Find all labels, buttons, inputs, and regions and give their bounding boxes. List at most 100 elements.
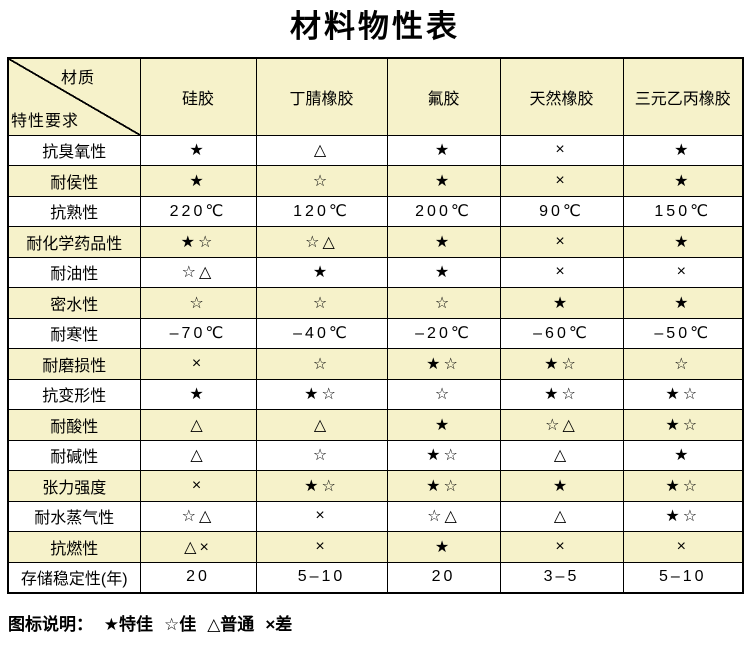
table-cell: 20 xyxy=(139,561,257,594)
row-label: 耐寒性 xyxy=(7,317,141,350)
table-row: 耐水蒸气性 ☆△ × ☆△ △ ★☆ xyxy=(7,500,744,533)
row-label: 耐碱性 xyxy=(7,439,141,472)
material-properties-table: 材质 特性要求 硅胶 丁腈橡胶 氟胶 天然橡胶 三元乙丙橡胶 抗臭氧性 ★ △ ★ × ★ 耐侯性 ★… xyxy=(7,57,744,594)
table-cell: × xyxy=(499,531,624,563)
table-cell: × xyxy=(622,531,744,563)
corner-label-property: 特性要求 xyxy=(11,112,80,130)
table-cell: ★ xyxy=(386,531,501,563)
table-cell: ★☆ xyxy=(622,470,744,502)
table-row: 抗熟性 220℃ 120℃ 200℃ 90℃ 150℃ xyxy=(7,195,744,228)
table-cell: 220℃ xyxy=(139,195,257,228)
table-cell: ☆ xyxy=(255,165,388,197)
corner-cell: 材质 特性要求 xyxy=(7,57,141,136)
table-cell: ★☆ xyxy=(255,378,388,411)
table-cell: –70℃ xyxy=(139,317,257,350)
table-cell: × xyxy=(622,256,744,289)
table-cell: ★ xyxy=(622,287,744,319)
table-cell: ★ xyxy=(499,470,624,502)
table-cell: ☆ xyxy=(386,378,501,411)
table-cell: ☆ xyxy=(255,348,388,380)
table-row: 耐化学药品性 ★☆ ☆△ ★ × ★ xyxy=(7,226,744,258)
corner-label-material: 材质 xyxy=(61,70,96,88)
column-header: 丁腈橡胶 xyxy=(255,57,388,136)
table-cell: ★☆ xyxy=(499,348,624,380)
row-label: 抗变形性 xyxy=(7,378,141,411)
table-cell: ☆△ xyxy=(139,500,257,533)
table-cell: –20℃ xyxy=(386,317,501,350)
column-header: 三元乙丙橡胶 xyxy=(622,57,744,136)
table-cell: ★ xyxy=(139,378,257,411)
table-cell: 3–5 xyxy=(499,561,624,594)
table-cell: × xyxy=(139,470,257,502)
table-row: 张力强度 × ★☆ ★☆ ★ ★☆ xyxy=(7,470,744,502)
table-cell: × xyxy=(139,348,257,380)
row-label: 耐磨损性 xyxy=(7,348,141,380)
table-cell: ★ xyxy=(622,134,744,167)
table-cell: ★☆ xyxy=(139,226,257,258)
table-cell: ☆ xyxy=(139,287,257,319)
table-cell: ★ xyxy=(622,165,744,197)
table-cell: ★ xyxy=(139,165,257,197)
table-cell: ★☆ xyxy=(622,500,744,533)
table-cell: ★☆ xyxy=(386,470,501,502)
table-cell: △ xyxy=(499,439,624,472)
legend-item: ★特佳 xyxy=(103,614,153,634)
table-row: 抗燃性 △× × ★ × × xyxy=(7,531,744,563)
table-cell: ★☆ xyxy=(622,409,744,441)
table-cell: × xyxy=(255,531,388,563)
table-cell: ★☆ xyxy=(386,348,501,380)
legend-item: △普通 xyxy=(207,614,255,634)
table-row: 耐酸性 △ △ ★ ☆△ ★☆ xyxy=(7,409,744,441)
page-title: 材料物性表 xyxy=(290,9,460,44)
table-cell: 120℃ xyxy=(255,195,388,228)
table-cell: ☆ xyxy=(386,287,501,319)
table-cell: –40℃ xyxy=(255,317,388,350)
table-cell: ★ xyxy=(386,226,501,258)
legend-item: ×差 xyxy=(265,614,293,634)
row-label: 抗燃性 xyxy=(7,531,141,563)
table-cell: △ xyxy=(139,409,257,441)
table-row: 耐侯性 ★ ☆ ★ × ★ xyxy=(7,165,744,197)
legend-item: ☆佳 xyxy=(163,614,197,634)
legend-title: 图标说明： xyxy=(8,614,93,634)
table-cell: ☆△ xyxy=(255,226,388,258)
table-cell: ★ xyxy=(255,256,388,289)
table-cell: ☆△ xyxy=(386,500,501,533)
row-label: 密水性 xyxy=(7,287,141,319)
row-label: 耐水蒸气性 xyxy=(7,500,141,533)
column-header: 硅胶 xyxy=(139,57,257,136)
table-cell: ☆ xyxy=(622,348,744,380)
table-cell: × xyxy=(499,226,624,258)
table-cell: –60℃ xyxy=(499,317,624,350)
row-label: 耐酸性 xyxy=(7,409,141,441)
table-cell: ★ xyxy=(386,256,501,289)
row-label: 抗熟性 xyxy=(7,195,141,228)
table-cell: ★☆ xyxy=(255,470,388,502)
table-cell: –50℃ xyxy=(622,317,744,350)
column-header: 氟胶 xyxy=(386,57,501,136)
row-label: 张力强度 xyxy=(7,470,141,502)
table-cell: ★ xyxy=(386,409,501,441)
table-cell: ☆ xyxy=(255,439,388,472)
column-header: 天然橡胶 xyxy=(499,57,624,136)
table-cell: 5–10 xyxy=(255,561,388,594)
table-cell: 5–10 xyxy=(622,561,744,594)
table-cell: ★☆ xyxy=(386,439,501,472)
table-row: 耐油性 ☆△ ★ ★ × × xyxy=(7,256,744,289)
table-cell: ★ xyxy=(622,439,744,472)
table-cell: 200℃ xyxy=(386,195,501,228)
table-cell: × xyxy=(499,165,624,197)
table-cell: × xyxy=(255,500,388,533)
table-cell: △ xyxy=(139,439,257,472)
table-cell: × xyxy=(499,256,624,289)
table-cell: 90℃ xyxy=(499,195,624,228)
table-cell: ★☆ xyxy=(622,378,744,411)
table-cell: ★☆ xyxy=(499,378,624,411)
table-row: 抗变形性 ★ ★☆ ☆ ★☆ ★☆ xyxy=(7,378,744,411)
table-cell: △ xyxy=(255,134,388,167)
table-cell: ☆△ xyxy=(499,409,624,441)
table-row: 耐寒性 –70℃ –40℃ –20℃ –60℃ –50℃ xyxy=(7,317,744,350)
table-cell: ★ xyxy=(386,165,501,197)
table-cell: 150℃ xyxy=(622,195,744,228)
table-cell: 20 xyxy=(386,561,501,594)
